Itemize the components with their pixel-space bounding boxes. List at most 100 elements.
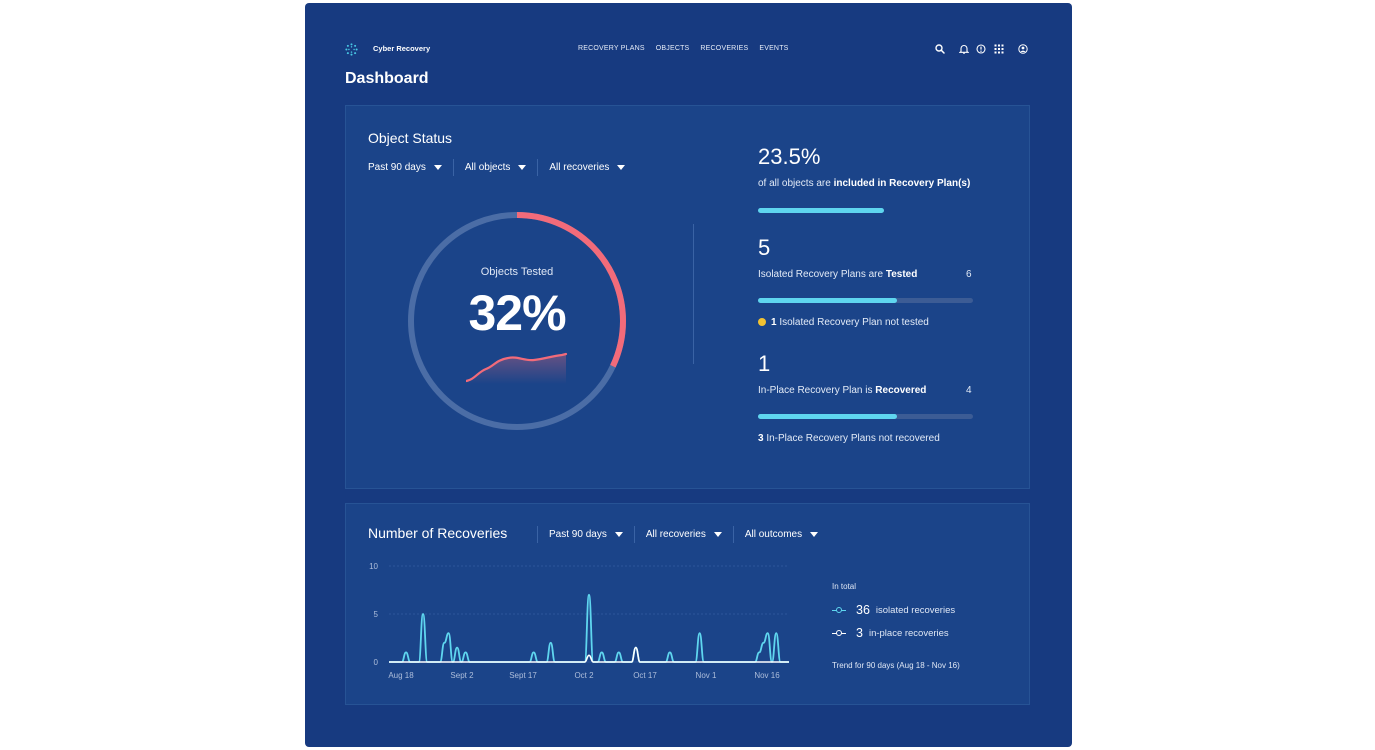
x-tick-label: Nov 1 bbox=[696, 671, 717, 680]
x-tick-label: Nov 16 bbox=[754, 671, 780, 680]
inplace-recovered-description: In-Place Recovery Plan is Recovered bbox=[758, 385, 926, 396]
nav-events[interactable]: EVENTS bbox=[759, 45, 789, 52]
filter-divider bbox=[452, 159, 454, 176]
brand-name: Cyber Recovery bbox=[373, 44, 431, 53]
isolated-not-tested-count: 1 bbox=[771, 317, 777, 328]
isolated-not-tested-text: Isolated Recovery Plan not tested bbox=[776, 317, 929, 328]
nav-recoveries[interactable]: RECOVERIES bbox=[700, 45, 749, 52]
isolated-recoveries-line bbox=[388, 593, 789, 663]
legend-inplace: 3 in-place recoveries bbox=[832, 626, 949, 640]
inplace-recoveries-line bbox=[388, 646, 789, 663]
included-text: of all objects are bbox=[758, 178, 834, 189]
top-nav: RECOVERY PLANS OBJECTS RECOVERIES EVENTS bbox=[578, 45, 789, 52]
help-icon[interactable] bbox=[975, 43, 987, 55]
period-filter[interactable]: Past 90 days bbox=[368, 162, 442, 173]
inplace-not-recovered-text: In-Place Recovery Plans not recovered bbox=[763, 433, 940, 444]
apps-grid-icon[interactable] bbox=[993, 43, 1005, 55]
isolated-progress-bar bbox=[758, 298, 973, 303]
object-status-panel: Object Status Past 90 days All objects A… bbox=[345, 105, 1030, 489]
recoveries-filters: Past 90 days All recoveries All outcomes bbox=[537, 526, 819, 543]
app-window: Cyber Recovery RECOVERY PLANS OBJECTS RE… bbox=[305, 3, 1072, 747]
inplace-label: in-place recoveries bbox=[868, 627, 949, 639]
inplace-not-recovered-count: 3 bbox=[758, 433, 764, 444]
caret-down-icon bbox=[614, 532, 623, 537]
inplace-count: 3 bbox=[856, 626, 863, 640]
x-tick-label: Aug 18 bbox=[388, 671, 414, 680]
filter-divider bbox=[537, 526, 538, 543]
warning-dot-icon bbox=[758, 318, 766, 326]
legend-title: In total bbox=[832, 582, 857, 591]
recoveries-title: Number of Recoveries bbox=[368, 525, 508, 541]
isolated-tested-description: Isolated Recovery Plans are Tested bbox=[758, 269, 917, 280]
y-tick-label: 10 bbox=[369, 562, 378, 571]
included-progress-bar bbox=[758, 208, 973, 213]
isolated-tested-count: 5 bbox=[758, 235, 771, 260]
caret-down-icon bbox=[810, 532, 819, 537]
inplace-recovered-count: 1 bbox=[758, 351, 771, 376]
user-icon[interactable] bbox=[1017, 43, 1029, 55]
inplace-progress-bar bbox=[758, 414, 973, 419]
inplace-series-icon bbox=[832, 629, 846, 637]
donut-label: Objects Tested bbox=[480, 266, 554, 278]
panel-divider bbox=[693, 224, 694, 364]
nav-recovery-plans[interactable]: RECOVERY PLANS bbox=[578, 45, 645, 52]
search-icon[interactable] bbox=[934, 43, 946, 55]
period-filter-label: Past 90 days bbox=[368, 162, 426, 173]
inplace-total: 4 bbox=[966, 385, 972, 396]
objects-tested-donut bbox=[408, 212, 626, 430]
isolated-total: 6 bbox=[966, 269, 972, 280]
recoveries-outcome-label: All outcomes bbox=[744, 529, 803, 540]
objects-tested-sparkline bbox=[466, 352, 568, 384]
isolated-count: 36 bbox=[856, 603, 870, 617]
trend-caption: Trend for 90 days (Aug 18 - Nov 16) bbox=[832, 661, 960, 670]
recoveries-panel: Number of Recoveries Past 90 days All re… bbox=[345, 503, 1030, 705]
caret-down-icon bbox=[713, 532, 722, 537]
included-bold: included in Recovery Plan(s) bbox=[833, 178, 971, 189]
recoveries-period-label: Past 90 days bbox=[549, 529, 607, 540]
filter-divider bbox=[633, 526, 635, 543]
inplace-recovered-text: In-Place Recovery Plan is bbox=[758, 385, 876, 396]
isolated-label: isolated recoveries bbox=[875, 604, 956, 616]
bell-icon[interactable] bbox=[958, 43, 970, 55]
isolated-tested-bold: Tested bbox=[885, 269, 918, 280]
included-percent: 23.5% bbox=[758, 144, 821, 169]
y-tick-label: 0 bbox=[374, 658, 379, 667]
filter-divider bbox=[537, 159, 539, 176]
top-icons bbox=[934, 43, 1034, 57]
isolated-progress-fill bbox=[758, 298, 897, 303]
filter-divider bbox=[732, 526, 734, 543]
legend-isolated: 36 isolated recoveries bbox=[832, 603, 955, 617]
object-status-title: Object Status bbox=[368, 130, 453, 146]
isolated-series-icon bbox=[832, 606, 846, 614]
recoveries-line-chart: 0 5 10 Aug 18 Sept 2 Sept 17 Oct 2 Oct 17 Nov 1 N… bbox=[369, 562, 789, 680]
caret-down-icon bbox=[617, 165, 626, 170]
objects-filter-label: All objects bbox=[464, 162, 511, 173]
recoveries-type-label: All recoveries bbox=[645, 529, 706, 540]
inplace-recovered-bold: Recovered bbox=[875, 385, 927, 396]
recoveries-filter[interactable]: All recoveries bbox=[549, 162, 626, 173]
recoveries-type-filter[interactable]: All recoveries bbox=[646, 529, 722, 540]
x-tick-label: Oct 17 bbox=[633, 671, 657, 680]
recoveries-outcome-filter[interactable]: All outcomes bbox=[744, 529, 819, 540]
inplace-progress-fill bbox=[758, 414, 897, 419]
isolated-tested-text: Isolated Recovery Plans are bbox=[758, 269, 886, 280]
included-progress-fill bbox=[758, 208, 884, 213]
x-tick-label: Sept 2 bbox=[450, 671, 474, 680]
donut-progress-arc bbox=[408, 212, 626, 430]
x-tick-label: Sept 17 bbox=[509, 671, 537, 680]
isolated-not-tested-note: 1 Isolated Recovery Plan not tested bbox=[758, 317, 929, 328]
page-title: Dashboard bbox=[345, 70, 429, 87]
donut-value: 32% bbox=[468, 285, 566, 341]
caret-down-icon bbox=[433, 165, 442, 170]
cyber-recovery-logo bbox=[345, 43, 358, 56]
caret-down-icon bbox=[518, 165, 527, 170]
included-description: of all objects are included in Recovery … bbox=[758, 178, 970, 189]
nav-objects[interactable]: OBJECTS bbox=[655, 45, 690, 52]
y-tick-label: 5 bbox=[374, 610, 379, 619]
recoveries-filter-label: All recoveries bbox=[549, 162, 610, 173]
inplace-not-recovered-note: 3 In-Place Recovery Plans not recovered bbox=[758, 433, 940, 444]
object-status-filters: Past 90 days All objects All recoveries bbox=[368, 159, 626, 176]
x-tick-label: Oct 2 bbox=[574, 671, 594, 680]
recoveries-period-filter[interactable]: Past 90 days bbox=[549, 529, 623, 540]
objects-filter[interactable]: All objects bbox=[465, 162, 527, 173]
